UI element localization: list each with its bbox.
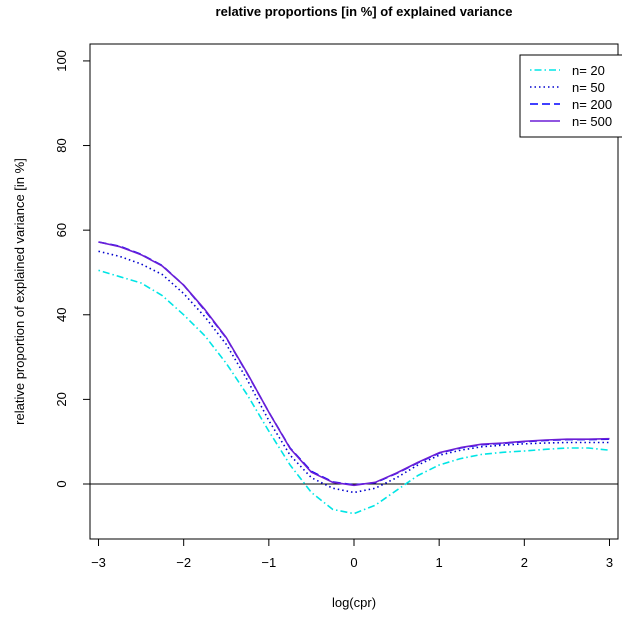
x-axis: −3 −2 −1 0 1 2 3 [91,538,613,570]
x-tick-label: 2 [521,555,528,570]
legend-label: n= 200 [572,97,612,112]
y-tick-label: 80 [54,138,69,152]
x-tick-label: −2 [176,555,191,570]
y-tick-label: 20 [54,392,69,406]
y-axis-label: relative proportion of explained varianc… [12,158,27,425]
y-tick-label: 100 [54,50,69,72]
series-line [98,241,610,487]
series-line [98,269,610,515]
x-tick-label: −3 [91,555,106,570]
x-axis-label: log(cpr) [332,595,376,610]
legend-label: n= 500 [572,114,612,129]
y-axis: 0 20 40 60 80 100 [54,50,91,488]
y-tick-label: 60 [54,223,69,237]
y-tick-label: 40 [54,308,69,322]
x-tick-label: 1 [436,555,443,570]
series-layer [98,241,610,515]
y-tick-label: 0 [54,480,69,487]
x-tick-label: −1 [261,555,276,570]
legend-label: n= 50 [572,80,605,95]
series-line [98,250,610,494]
x-tick-label: 3 [606,555,613,570]
legend: n= 20 n= 50 n= 200 n= 500 [519,54,622,138]
x-tick-label: 0 [350,555,357,570]
legend-box [519,54,622,138]
chart-title: relative proportions [in %] of explained… [216,4,513,19]
legend-label: n= 20 [572,63,605,78]
